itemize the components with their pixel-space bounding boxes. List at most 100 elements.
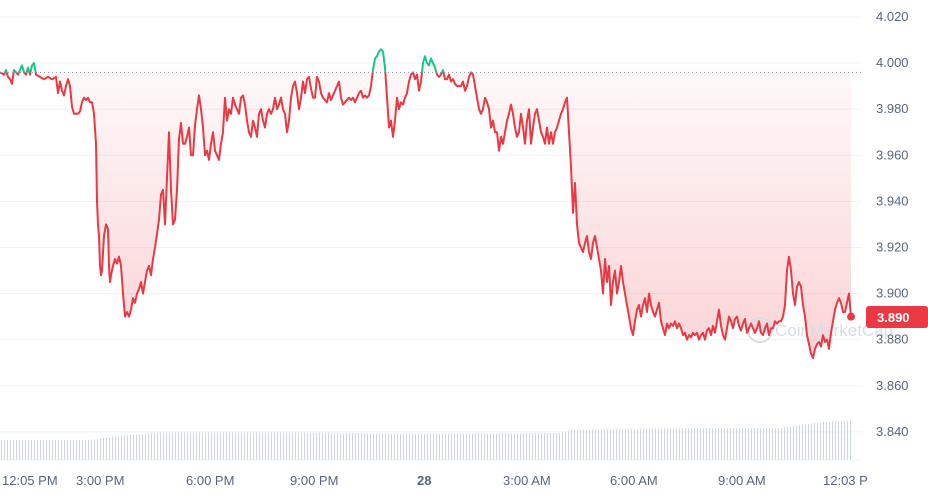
volume-bar	[364, 433, 365, 460]
volume-bar	[187, 432, 188, 460]
volume-bar	[709, 428, 710, 460]
volume-bar	[424, 433, 425, 460]
volume-bar	[550, 433, 551, 460]
volume-bar	[649, 428, 650, 460]
volume-bar	[502, 433, 503, 460]
volume-bar	[166, 432, 167, 460]
volume-bar	[574, 429, 575, 460]
volume-bar	[13, 440, 14, 460]
volume-bar	[229, 432, 230, 460]
volume-bar	[535, 433, 536, 460]
volume-bar	[310, 432, 311, 460]
volume-bar	[55, 440, 56, 460]
volume-bar	[784, 427, 785, 460]
volume-bar	[4, 440, 5, 460]
volume-bar	[214, 432, 215, 460]
volume-bar	[778, 428, 779, 460]
volume-bar	[124, 435, 125, 460]
volume-bar	[400, 433, 401, 460]
volume-bar	[451, 433, 452, 460]
volume-bar	[88, 440, 89, 460]
volume-bar	[472, 433, 473, 460]
volume-bar	[256, 432, 257, 460]
y-tick-label: 3.880	[876, 332, 909, 347]
volume-bar	[238, 432, 239, 460]
volume-bar	[46, 440, 47, 460]
volume-bar	[805, 424, 806, 460]
volume-bar	[445, 433, 446, 460]
volume-bar	[499, 433, 500, 460]
volume-bar	[175, 432, 176, 460]
volume-bar	[733, 428, 734, 460]
volume-bar	[718, 428, 719, 460]
volume-bar	[448, 433, 449, 460]
y-tick-label: 4.020	[876, 9, 909, 24]
volume-bar	[190, 432, 191, 460]
volume-bar	[295, 432, 296, 460]
volume-bar	[253, 432, 254, 460]
volume-bar	[607, 429, 608, 460]
volume-bar	[595, 429, 596, 460]
volume-bar	[457, 433, 458, 460]
volume-bar	[382, 433, 383, 460]
volume-bar	[142, 433, 143, 460]
volume-bar	[199, 432, 200, 460]
volume-bar	[475, 433, 476, 460]
volume-bar	[751, 428, 752, 460]
volume-bar	[697, 428, 698, 460]
volume-bar	[796, 425, 797, 460]
volume-bar	[148, 433, 149, 460]
volume-bar	[532, 433, 533, 460]
volume-bar	[262, 432, 263, 460]
volume-bar	[244, 432, 245, 460]
volume-bar	[742, 428, 743, 460]
volume-bar	[760, 428, 761, 460]
volume-bar	[280, 432, 281, 460]
volume-bar	[820, 422, 821, 460]
volume-bar	[601, 429, 602, 460]
volume-bar	[31, 440, 32, 460]
volume-bar	[250, 432, 251, 460]
volume-bar	[22, 440, 23, 460]
volume-bar	[556, 433, 557, 460]
volume-bar	[157, 432, 158, 460]
volume-bars	[1, 420, 851, 460]
volume-bar	[598, 429, 599, 460]
volume-bar	[40, 440, 41, 460]
volume-bar	[583, 429, 584, 460]
volume-bar	[319, 432, 320, 460]
x-tick-label: 28	[417, 473, 431, 488]
volume-bar	[208, 432, 209, 460]
volume-bar	[298, 432, 299, 460]
volume-bar	[340, 432, 341, 460]
x-tick-label: 12:03 P	[823, 473, 868, 488]
watermark-text: CoinMarketCap	[775, 321, 893, 340]
volume-bar	[325, 432, 326, 460]
volume-bar	[703, 428, 704, 460]
volume-bar	[655, 428, 656, 460]
volume-bar	[727, 428, 728, 460]
volume-bar	[301, 432, 302, 460]
volume-bar	[442, 433, 443, 460]
volume-bar	[346, 432, 347, 460]
volume-bar	[217, 432, 218, 460]
volume-bar	[409, 433, 410, 460]
volume-bar	[109, 437, 110, 460]
volume-bar	[73, 440, 74, 460]
volume-bar	[544, 433, 545, 460]
volume-bar	[391, 433, 392, 460]
volume-bar	[337, 432, 338, 460]
volume-bar	[610, 429, 611, 460]
volume-bar	[106, 437, 107, 460]
y-tick-label: 4.000	[876, 55, 909, 70]
y-axis: 4.020 4.000 3.980 3.960 3.940 3.920 3.900 3.880…	[876, 9, 909, 439]
volume-bar	[28, 440, 29, 460]
volume-bar	[352, 433, 353, 460]
volume-bar	[547, 433, 548, 460]
volume-bar	[61, 440, 62, 460]
volume-bar	[775, 428, 776, 460]
volume-bar	[271, 432, 272, 460]
x-tick-label: 9:00 PM	[290, 473, 338, 488]
volume-bar	[589, 429, 590, 460]
volume-bar	[631, 429, 632, 460]
